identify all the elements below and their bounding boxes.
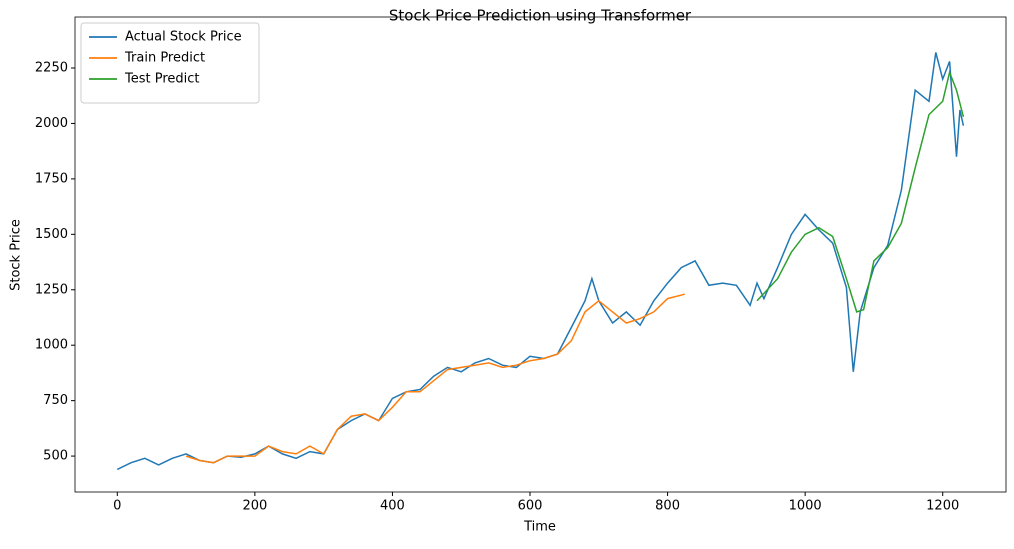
- y-tick-label: 750: [43, 393, 68, 408]
- y-axis-label: Stock Price: [9, 219, 24, 291]
- y-tick-label: 1250: [35, 282, 68, 297]
- legend-label: Actual Stock Price: [125, 30, 242, 45]
- x-tick-label: 1000: [789, 499, 822, 514]
- data-line: [116, 52, 965, 471]
- x-axis-label: Time: [523, 520, 556, 535]
- y-tick-label: 500: [43, 449, 68, 464]
- data-line: [185, 293, 685, 464]
- data-line: [756, 69, 965, 313]
- legend-label: Test Predict: [124, 72, 200, 87]
- plot-frame: [74, 16, 1007, 493]
- x-tick-label: 0: [113, 499, 121, 514]
- y-tick-label: 1000: [35, 338, 68, 353]
- x-tick-label: 1200: [926, 499, 959, 514]
- x-tick-label: 600: [518, 499, 543, 514]
- y-tick-label: 1500: [35, 227, 68, 242]
- y-tick-label: 2000: [35, 116, 68, 131]
- legend-box: [80, 22, 260, 104]
- legend-label: Train Predict: [124, 51, 205, 66]
- x-tick-label: 400: [380, 499, 405, 514]
- x-tick-label: 200: [242, 499, 267, 514]
- x-tick-label: 800: [655, 499, 680, 514]
- chart-title: Stock Price Prediction using Transformer: [389, 7, 692, 25]
- y-tick-label: 1750: [35, 171, 68, 186]
- y-tick-label: 2250: [35, 61, 68, 76]
